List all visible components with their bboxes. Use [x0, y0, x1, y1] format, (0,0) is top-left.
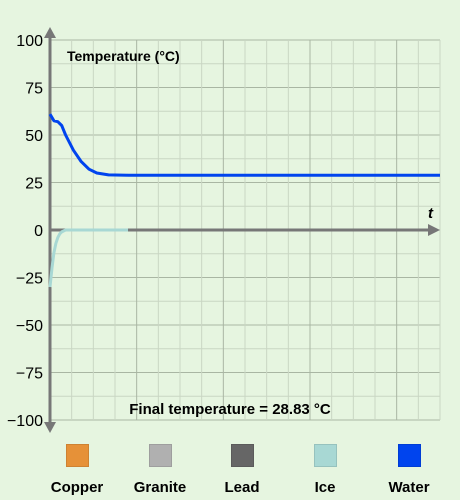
- y-tick-label: −100: [7, 413, 43, 430]
- granite-swatch[interactable]: [148, 444, 172, 467]
- x-axis-label: t: [428, 205, 434, 222]
- legend-item-ice[interactable]: Ice: [280, 444, 370, 496]
- legend-label: Lead: [224, 479, 260, 496]
- series-line-ice: [48, 228, 128, 288]
- y-axis-arrow-up-icon: [44, 27, 56, 38]
- ice-swatch[interactable]: [313, 444, 337, 467]
- legend-item-lead[interactable]: Lead: [197, 444, 287, 496]
- y-tick-label: 0: [34, 223, 43, 240]
- series: [48, 113, 440, 288]
- legend-item-water[interactable]: Water: [364, 444, 454, 496]
- y-axis-arrow-down-icon: [44, 422, 56, 433]
- final-temperature-label: Final temperature = 28.83 °C: [129, 401, 331, 418]
- y-tick-label: 75: [25, 81, 43, 98]
- y-tick-label: 50: [25, 128, 43, 145]
- legend-item-copper[interactable]: Copper: [32, 444, 122, 496]
- y-tick-label: 25: [25, 176, 43, 193]
- y-tick-label: −50: [16, 318, 43, 335]
- water-swatch[interactable]: [397, 444, 421, 467]
- y-tick-labels: 100 75 50 25 0 −25 −50 −75 −100: [7, 33, 43, 430]
- legend-label: Copper: [50, 479, 104, 496]
- chart-title: Temperature (°C): [67, 48, 180, 64]
- y-tick-label: −25: [16, 271, 43, 288]
- series-line-water: [48, 113, 440, 177]
- y-tick-label: −75: [16, 366, 43, 383]
- legend: Copper Granite Lead Ice Water: [0, 440, 460, 500]
- lead-swatch[interactable]: [230, 444, 254, 467]
- legend-item-granite[interactable]: Granite: [115, 444, 205, 496]
- temperature-chart: 100 75 50 25 0 −25 −50 −75 −100 Temperature (°C)…: [7, 27, 441, 433]
- legend-label: Water: [388, 479, 430, 496]
- legend-label: Ice: [314, 479, 336, 496]
- legend-label: Granite: [133, 479, 187, 496]
- x-axis-arrow-icon: [428, 224, 440, 236]
- y-tick-label: 100: [16, 33, 43, 50]
- copper-swatch[interactable]: [65, 444, 89, 467]
